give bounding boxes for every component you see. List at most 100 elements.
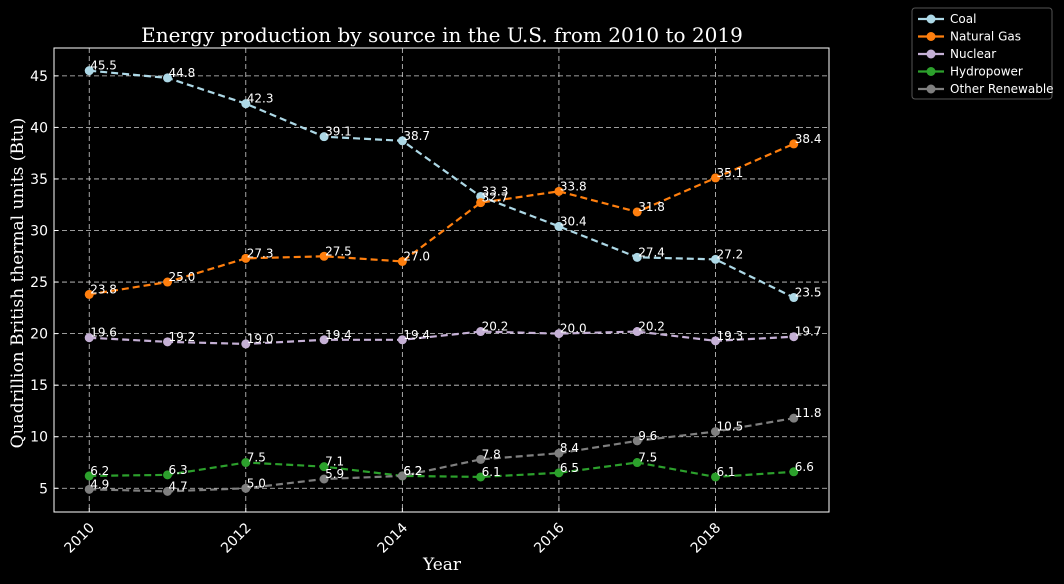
data-point-hydropower xyxy=(710,472,720,482)
data-point-hydropower xyxy=(476,472,486,482)
data-point-hydropower xyxy=(632,458,642,468)
data-label-nuclear: 19.0 xyxy=(247,332,274,346)
y-tick-label: 30 xyxy=(30,224,48,240)
legend-marker-hydropower xyxy=(926,67,936,76)
y-tick-label: 20 xyxy=(30,327,48,343)
legend-marker-coal xyxy=(926,14,936,24)
y-tick-label: 10 xyxy=(30,430,48,446)
series-line-nuclear xyxy=(89,330,794,346)
legend-item-hydropower: Hydropower xyxy=(918,65,1023,79)
series-lines xyxy=(84,66,799,496)
data-label-nuclear: 19.2 xyxy=(169,330,196,344)
series-coal xyxy=(84,66,799,303)
data-label-hydropower: 6.2 xyxy=(90,464,109,478)
data-label-natural-gas: 27.0 xyxy=(403,249,430,263)
data-label-coal: 39.1 xyxy=(325,125,352,139)
series-other-renewable xyxy=(84,413,799,496)
data-label-coal: 42.3 xyxy=(247,92,274,106)
data-label-nuclear: 19.3 xyxy=(716,329,743,343)
data-label-coal: 33.3 xyxy=(482,184,509,198)
data-point-hydropower xyxy=(554,468,564,478)
data-label-coal: 45.5 xyxy=(90,59,117,73)
data-point-coal xyxy=(789,293,799,303)
data-label-coal: 44.8 xyxy=(169,66,196,80)
series-line-hydropower xyxy=(89,461,794,479)
data-label-natural-gas: 23.8 xyxy=(90,282,117,296)
data-point-nuclear xyxy=(397,335,407,345)
y-axis-label: Quadrillion British thermal units (Btu) xyxy=(8,118,28,449)
plot-area-frame xyxy=(53,47,830,513)
data-label-coal: 27.2 xyxy=(716,247,743,261)
legend-label-other-renewable: Other Renewable xyxy=(950,82,1054,96)
data-point-nuclear xyxy=(84,333,94,343)
legend-label-natural-gas: Natural Gas xyxy=(950,30,1021,44)
data-label-other-renewable: 4.7 xyxy=(169,479,188,493)
legend-item-nuclear: Nuclear xyxy=(918,47,996,61)
data-label-other-renewable: 11.8 xyxy=(795,406,822,420)
data-point-nuclear xyxy=(163,337,173,347)
legend-label-nuclear: Nuclear xyxy=(950,47,996,61)
data-point-coal xyxy=(84,66,94,76)
data-label-other-renewable: 5.0 xyxy=(247,476,266,490)
data-label-nuclear: 19.4 xyxy=(403,328,430,342)
data-point-natural-gas xyxy=(241,253,251,263)
data-point-nuclear xyxy=(710,336,720,346)
data-point-natural-gas xyxy=(84,289,94,299)
data-point-nuclear xyxy=(789,332,799,342)
data-label-nuclear: 20.2 xyxy=(638,320,665,334)
data-point-nuclear xyxy=(241,339,251,349)
data-label-natural-gas: 27.5 xyxy=(325,244,352,258)
data-point-coal xyxy=(710,254,720,264)
data-label-other-renewable: 5.9 xyxy=(325,467,344,481)
legend-item-natural-gas: Natural Gas xyxy=(918,30,1021,44)
data-point-other-renewable xyxy=(163,486,173,496)
data-point-coal xyxy=(241,99,251,109)
data-label-natural-gas: 33.8 xyxy=(560,179,587,193)
data-point-coal xyxy=(163,73,173,83)
series-line-natural-gas xyxy=(89,142,795,296)
y-tick-label: 40 xyxy=(30,120,48,136)
data-point-coal xyxy=(554,221,564,231)
data-point-hydropower xyxy=(163,470,173,480)
data-point-hydropower xyxy=(241,458,251,468)
legend-label-hydropower: Hydropower xyxy=(950,65,1023,79)
x-axis-label: Year xyxy=(422,555,462,575)
chart-title: Energy production by source in the U.S. … xyxy=(141,23,743,47)
data-point-other-renewable xyxy=(397,471,407,481)
data-label-natural-gas: 32.7 xyxy=(482,191,509,205)
data-label-other-renewable: 10.5 xyxy=(716,420,743,434)
series-nuclear xyxy=(84,327,799,349)
data-labels: 45.5 44.8 42.3 39.1 38.7 33.3 30.4 27.4 27.2 23.5… xyxy=(90,59,821,494)
data-point-coal xyxy=(632,252,642,262)
legend: Coal Natural Gas Nuclear Hydropower Other Re… xyxy=(911,7,1054,100)
data-point-natural-gas xyxy=(476,198,486,208)
legend-marker-other-renewable xyxy=(926,84,936,94)
data-label-nuclear: 19.4 xyxy=(325,328,352,342)
data-point-nuclear xyxy=(476,327,486,337)
data-label-other-renewable: 9.6 xyxy=(638,429,657,443)
legend-label-coal: Coal xyxy=(950,12,976,26)
data-point-nuclear xyxy=(554,329,564,339)
data-point-natural-gas xyxy=(319,251,329,261)
data-point-other-renewable xyxy=(632,436,642,446)
grid xyxy=(54,48,829,512)
legend-marker-natural-gas xyxy=(926,32,936,41)
series-hydropower xyxy=(84,458,799,482)
data-point-other-renewable xyxy=(476,454,486,464)
data-label-hydropower: 6.1 xyxy=(482,465,501,479)
data-label-nuclear: 20.2 xyxy=(482,320,509,334)
data-point-hydropower xyxy=(789,467,799,477)
data-label-hydropower: 6.3 xyxy=(169,463,188,477)
legend-item-other-renewable: Other Renewable xyxy=(918,82,1054,96)
data-label-hydropower: 7.1 xyxy=(325,455,344,469)
data-point-other-renewable xyxy=(84,484,94,494)
data-label-coal: 27.4 xyxy=(638,245,665,259)
data-label-other-renewable: 7.8 xyxy=(482,447,501,461)
y-tick-label: 45 xyxy=(30,69,48,85)
data-label-hydropower: 6.2 xyxy=(403,464,422,478)
data-label-natural-gas: 25.0 xyxy=(169,270,196,284)
data-point-hydropower xyxy=(84,471,94,481)
data-label-natural-gas: 35.1 xyxy=(716,166,743,180)
data-point-natural-gas xyxy=(789,139,799,149)
data-label-other-renewable: 8.4 xyxy=(560,441,579,455)
